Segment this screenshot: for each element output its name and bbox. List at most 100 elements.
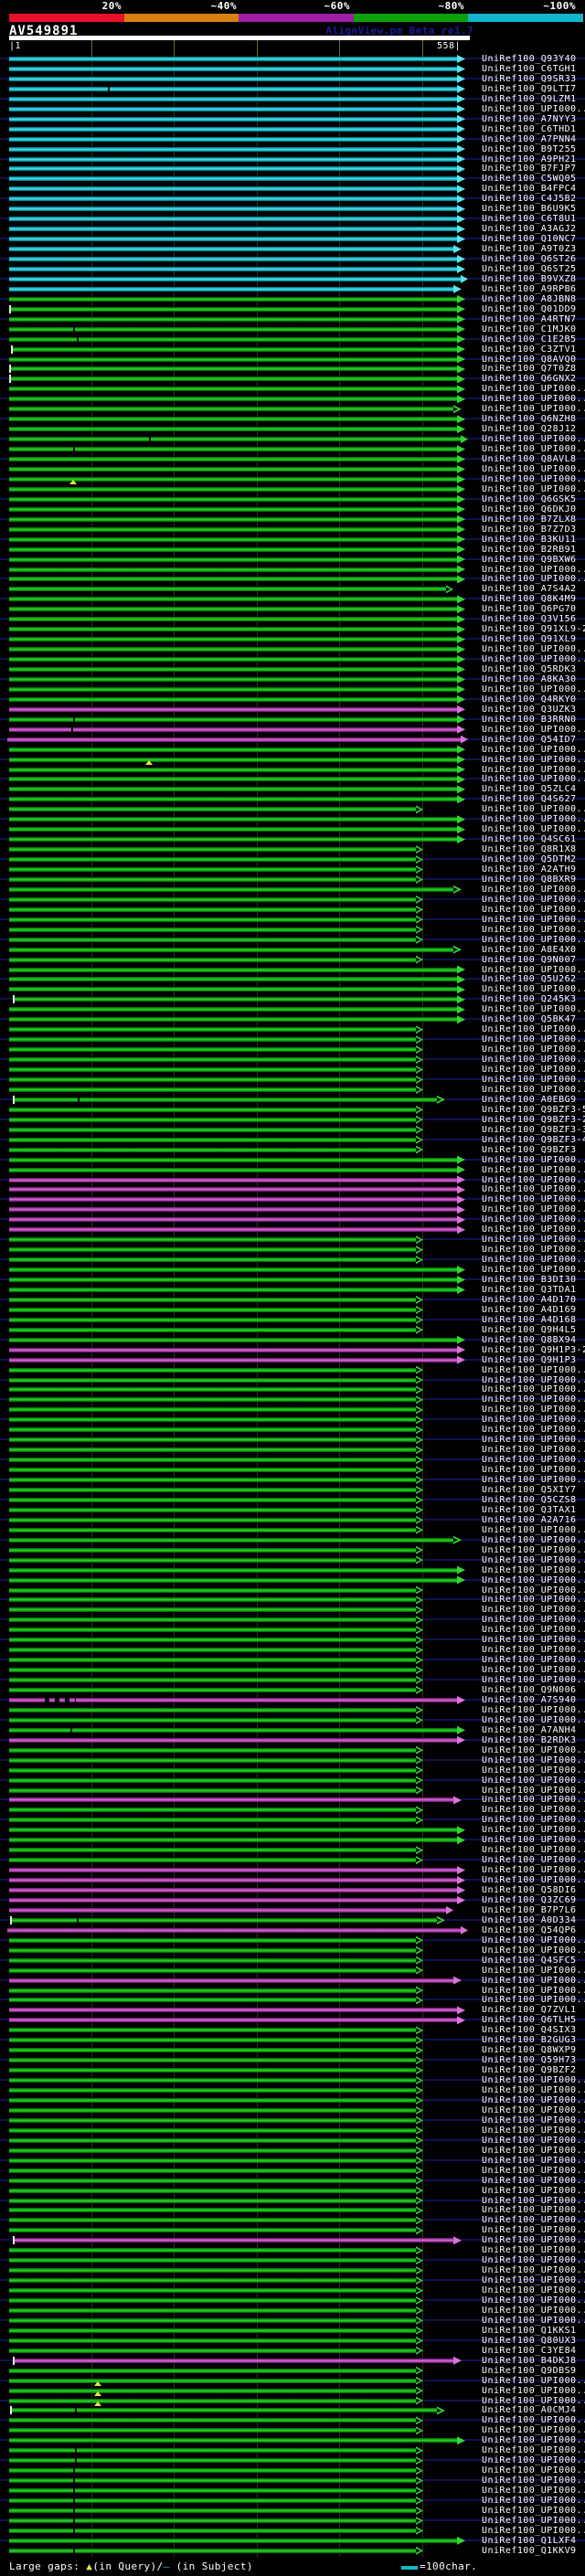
hit-label[interactable]: UniRef100_UPI000.. bbox=[482, 904, 585, 915]
alignment-row[interactable]: UniRef100_A8KA30 bbox=[0, 674, 585, 684]
alignment-row[interactable]: UniRef100_A2ATH9 bbox=[0, 864, 585, 875]
hit-label[interactable]: UniRef100_Q5BK47 bbox=[482, 1014, 577, 1025]
hit-label[interactable]: UniRef100_UPI000.. bbox=[482, 2425, 585, 2436]
hit-label[interactable]: UniRef100_UPI000.. bbox=[482, 1364, 585, 1375]
alignment-row[interactable]: UniRef100_UPI000.. bbox=[0, 1815, 585, 1825]
hit-label[interactable]: UniRef100_C6T8U1 bbox=[482, 214, 577, 225]
hit-label[interactable]: UniRef100_Q91XL9-2 bbox=[482, 624, 585, 635]
alignment-row[interactable]: UniRef100_UPI000.. bbox=[0, 1055, 585, 1065]
alignment-row[interactable]: UniRef100_UPI000.. bbox=[0, 745, 585, 755]
alignment-row[interactable]: UniRef100_UPI000.. bbox=[0, 2146, 585, 2156]
hit-label[interactable]: UniRef100_A0D334 bbox=[482, 1914, 577, 1925]
hit-label[interactable]: UniRef100_C3ZTV1 bbox=[482, 344, 577, 355]
hit-label[interactable]: UniRef100_Q9DBS9 bbox=[482, 2365, 577, 2376]
hit-label[interactable]: UniRef100_UPI000.. bbox=[482, 2315, 585, 2326]
alignment-row[interactable]: UniRef100_UPI000.. bbox=[0, 1085, 585, 1095]
alignment-row[interactable]: UniRef100_Q3UZK3 bbox=[0, 705, 585, 715]
hit-label[interactable]: UniRef100_UPI000.. bbox=[482, 2525, 585, 2536]
hit-label[interactable]: UniRef100_UPI000.. bbox=[482, 1714, 585, 1725]
alignment-row[interactable]: UniRef100_Q9H4L5 bbox=[0, 1325, 585, 1335]
alignment-row[interactable]: UniRef100_Q5DTM2 bbox=[0, 854, 585, 864]
hit-label[interactable]: UniRef100_Q6DKJ0 bbox=[482, 504, 577, 514]
hit-label[interactable]: UniRef100_UPI000.. bbox=[482, 2085, 585, 2096]
alignment-row[interactable]: UniRef100_UPI000.. bbox=[0, 824, 585, 834]
alignment-row[interactable]: UniRef100_Q6GNX2 bbox=[0, 374, 585, 384]
hit-label[interactable]: UniRef100_UPI000.. bbox=[482, 1675, 585, 1686]
hit-label[interactable]: UniRef100_Q80UX3 bbox=[482, 2335, 577, 2346]
hit-label[interactable]: UniRef100_UPI000.. bbox=[482, 1825, 585, 1836]
alignment-row[interactable]: UniRef100_UPI000.. bbox=[0, 1365, 585, 1375]
alignment-row[interactable]: UniRef100_A7PNN4 bbox=[0, 134, 585, 144]
alignment-row[interactable]: UniRef100_UPI000.. bbox=[0, 935, 585, 945]
alignment-row[interactable]: UniRef100_B7FJP7 bbox=[0, 164, 585, 174]
hit-label[interactable]: UniRef100_UPI000.. bbox=[482, 2445, 585, 2456]
alignment-row[interactable]: UniRef100_UPI000.. bbox=[0, 404, 585, 414]
alignment-row[interactable]: UniRef100_Q9LZM1 bbox=[0, 94, 585, 104]
alignment-row[interactable]: UniRef100_A7ANH4 bbox=[0, 1725, 585, 1735]
hit-label[interactable]: UniRef100_UPI000.. bbox=[482, 1945, 585, 1956]
alignment-row[interactable]: UniRef100_A8E4X0 bbox=[0, 945, 585, 955]
hit-label[interactable]: UniRef100_UPI000.. bbox=[482, 1164, 585, 1175]
alignment-row[interactable]: UniRef100_A9PH21 bbox=[0, 154, 585, 164]
alignment-row[interactable]: UniRef100_UPI000.. bbox=[0, 1545, 585, 1555]
alignment-row[interactable]: UniRef100_Q7T0Z8 bbox=[0, 364, 585, 374]
hit-label[interactable]: UniRef100_UPI000.. bbox=[482, 2455, 585, 2466]
alignment-row[interactable]: UniRef100_UPI000.. bbox=[0, 1786, 585, 1796]
alignment-row[interactable]: UniRef100_Q9SR33 bbox=[0, 74, 585, 84]
hit-label[interactable]: UniRef100_UPI000.. bbox=[482, 1455, 585, 1466]
alignment-row[interactable]: UniRef100_Q8WXP9 bbox=[0, 2045, 585, 2055]
alignment-row[interactable]: UniRef100_Q4SIX3 bbox=[0, 2025, 585, 2035]
hit-label[interactable]: UniRef100_Q3TAX1 bbox=[482, 1504, 577, 1515]
hit-label[interactable]: UniRef100_UPI000.. bbox=[482, 1265, 585, 1276]
alignment-row[interactable]: UniRef100_UPI000.. bbox=[0, 814, 585, 824]
hit-label[interactable]: UniRef100_Q9BZF3-2 bbox=[482, 1114, 585, 1125]
hit-label[interactable]: UniRef100_UPI000.. bbox=[482, 1805, 585, 1816]
hit-label[interactable]: UniRef100_C5WQ05 bbox=[482, 174, 577, 185]
alignment-row[interactable]: UniRef100_UPI000.. bbox=[0, 1555, 585, 1565]
alignment-row[interactable]: UniRef100_UPI000.. bbox=[0, 2075, 585, 2085]
alignment-row[interactable]: UniRef100_UPI000.. bbox=[0, 2526, 585, 2536]
hit-label[interactable]: UniRef100_UPI000.. bbox=[482, 1214, 585, 1225]
alignment-row[interactable]: UniRef100_C4J5B2 bbox=[0, 194, 585, 204]
alignment-row[interactable]: UniRef100_UPI000.. bbox=[0, 2415, 585, 2425]
alignment-row[interactable]: UniRef100_UPI000.. bbox=[0, 444, 585, 454]
alignment-row[interactable]: UniRef100_Q8BXR9 bbox=[0, 875, 585, 885]
hit-label[interactable]: UniRef100_UPI000.. bbox=[482, 984, 585, 995]
hit-label[interactable]: UniRef100_Q8AVL8 bbox=[482, 454, 577, 465]
hit-label[interactable]: UniRef100_Q9BZF3-4 bbox=[482, 1134, 585, 1145]
alignment-row[interactable]: UniRef100_UPI000.. bbox=[0, 1075, 585, 1085]
alignment-row[interactable]: UniRef100_Q1KKV9 bbox=[0, 2546, 585, 2556]
hit-label[interactable]: UniRef100_UPI000.. bbox=[482, 404, 585, 415]
alignment-row[interactable]: UniRef100_UPI000.. bbox=[0, 2196, 585, 2206]
hit-label[interactable]: UniRef100_UPI000.. bbox=[482, 2505, 585, 2516]
alignment-row[interactable]: UniRef100_UPI000.. bbox=[0, 1805, 585, 1815]
hit-label[interactable]: UniRef100_UPI000.. bbox=[482, 574, 585, 585]
alignment-row[interactable]: UniRef100_UPI000.. bbox=[0, 765, 585, 775]
alignment-row[interactable]: UniRef100_B3KU11 bbox=[0, 535, 585, 545]
hit-label[interactable]: UniRef100_Q5XIY7 bbox=[482, 1484, 577, 1495]
hit-label[interactable]: UniRef100_Q8BXR9 bbox=[482, 874, 577, 885]
hit-label[interactable]: UniRef100_C6TGH1 bbox=[482, 63, 577, 74]
hit-label[interactable]: UniRef100_UPI000.. bbox=[482, 1465, 585, 1476]
hit-label[interactable]: UniRef100_A2ATH9 bbox=[482, 864, 577, 875]
alignment-row[interactable]: UniRef100_A8JBN8 bbox=[0, 294, 585, 304]
alignment-row[interactable]: UniRef100_A4D169 bbox=[0, 1305, 585, 1315]
hit-label[interactable]: UniRef100_UPI000.. bbox=[482, 2104, 585, 2115]
alignment-row[interactable]: UniRef100_UPI000.. bbox=[0, 1065, 585, 1075]
hit-label[interactable]: UniRef100_UPI000.. bbox=[482, 564, 585, 575]
hit-label[interactable]: UniRef100_UPI000.. bbox=[482, 1405, 585, 1415]
hit-label[interactable]: UniRef100_UPI000.. bbox=[482, 2305, 585, 2316]
hit-label[interactable]: UniRef100_UPI000.. bbox=[482, 2125, 585, 2136]
hit-label[interactable]: UniRef100_B2GUG3 bbox=[482, 2035, 577, 2046]
alignment-row[interactable]: UniRef100_Q3ZC69 bbox=[0, 1895, 585, 1905]
hit-label[interactable]: UniRef100_UPI000.. bbox=[482, 1544, 585, 1555]
alignment-row[interactable]: UniRef100_B4FPC4 bbox=[0, 184, 585, 194]
hit-label[interactable]: UniRef100_UPI000.. bbox=[482, 1204, 585, 1215]
hit-label[interactable]: UniRef100_UPI000.. bbox=[482, 1875, 585, 1886]
alignment-row[interactable]: UniRef100_UPI000.. bbox=[0, 895, 585, 905]
hit-label[interactable]: UniRef100_Q4SIX3 bbox=[482, 2025, 577, 2036]
alignment-row[interactable]: UniRef100_UPI000.. bbox=[0, 1435, 585, 1445]
alignment-row[interactable]: UniRef100_Q5ZLC4 bbox=[0, 784, 585, 794]
alignment-row[interactable]: UniRef100_Q9H1P3 bbox=[0, 1355, 585, 1365]
hit-label[interactable]: UniRef100_UPI000.. bbox=[482, 754, 585, 765]
